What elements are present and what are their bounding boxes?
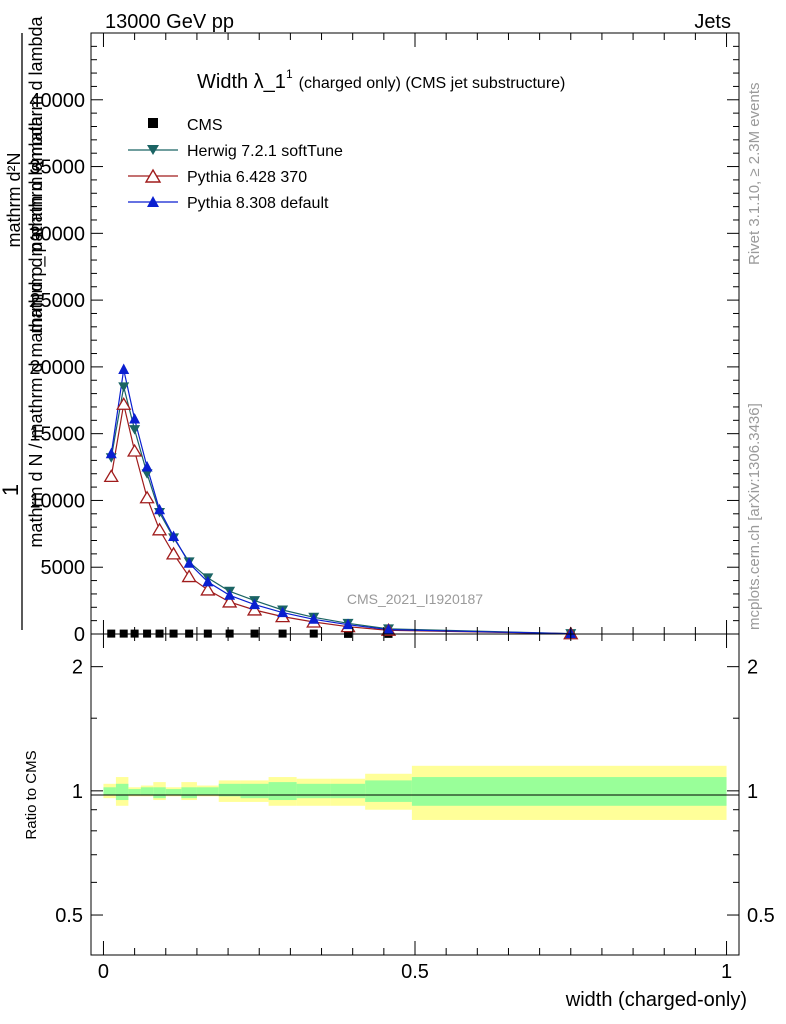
- point-pythia8: [383, 623, 395, 635]
- ratio-y-tick-label-right: 0.5: [747, 905, 775, 927]
- point-pythia8: [308, 613, 320, 624]
- point-pythia8: [141, 461, 153, 472]
- legend: CMS Herwig 7.2.1 softTune Pythia 6.428 3…: [128, 117, 343, 212]
- ratio-band-inner-bin: [365, 780, 412, 802]
- point-pythia6: [200, 582, 216, 596]
- ratio-band-inner-bin: [330, 783, 366, 799]
- ratio-band-inner-bin: [165, 789, 182, 795]
- y-tick-label: 25000: [29, 290, 85, 312]
- point-pythia8: [168, 530, 180, 542]
- header-right: Jets: [694, 11, 731, 33]
- point-herwig: [129, 425, 141, 435]
- point-pythia8: [342, 618, 354, 630]
- ratio-y-axis-label: Ratio to CMS: [23, 750, 40, 839]
- main-y-ticks: 0 5000 10000 15000 20000 25000 30000 35000 40000: [29, 45, 739, 646]
- ratio-band-inner-bin: [103, 787, 116, 795]
- legend-pythia6-label: Pythia 6.428 370: [187, 169, 307, 186]
- point-pythia6: [126, 443, 143, 457]
- chart-title: Width λ_11 (charged only) (CMS jet substr…: [197, 67, 565, 93]
- y-axis-label-num: 1: [0, 484, 23, 496]
- ratio-band-inner-bin: [268, 782, 297, 801]
- legend-pythia6-marker: [144, 168, 162, 183]
- y-tick-label: 40000: [29, 90, 85, 112]
- point-pythia6: [151, 522, 168, 536]
- ratio-y-tick-label: 0.5: [55, 905, 83, 927]
- ratio-y-tick-label: 2: [72, 657, 83, 679]
- ratio-y-tick-label: 1: [72, 781, 83, 803]
- series-markers: [103, 363, 579, 640]
- ratio-y-ticks: 0.5 0.5 1 1 2 2: [55, 657, 775, 927]
- x-axis-label: width (charged-only): [565, 989, 747, 1011]
- y-tick-label: 30000: [29, 223, 85, 245]
- series-line-pythia8: [110, 369, 571, 635]
- y-axis-label-mid-num: mathrm d²N: [4, 152, 24, 247]
- legend-herwig-marker: [147, 145, 159, 155]
- ratio-band-inner-bin: [240, 783, 269, 799]
- ratio-y-tick-label-right: 2: [747, 657, 758, 679]
- point-pythia8: [105, 447, 117, 459]
- side-text-top: Rivet 3.1.10, ≥ 2.3M events: [746, 83, 763, 266]
- ratio-band-inner-bin: [128, 789, 141, 795]
- y-tick-label: 10000: [29, 490, 85, 512]
- y-tick-label: 35000: [29, 157, 85, 179]
- y-tick-label: 20000: [29, 357, 85, 379]
- legend-cms-label: CMS: [187, 117, 223, 134]
- point-pythia8: [277, 606, 289, 618]
- ratio-band-inner-bin: [115, 783, 129, 801]
- point-pythia6: [116, 397, 132, 410]
- point-pythia8: [154, 503, 166, 515]
- y-tick-label: 15000: [29, 424, 85, 446]
- point-pythia6: [165, 546, 182, 560]
- ratio-band-inner-bin: [140, 787, 154, 795]
- legend-herwig-label: Herwig 7.2.1 softTune: [187, 143, 343, 160]
- series-lines: [110, 369, 571, 635]
- chart-title-sup: 1: [286, 67, 293, 81]
- point-herwig: [141, 469, 153, 479]
- header-left: 13000 GeV pp: [105, 11, 234, 33]
- chart-title-main: Width λ_1: [197, 71, 286, 93]
- ratio-band-inner-bin: [296, 783, 331, 799]
- series-line-herwig: [110, 386, 571, 635]
- series-line-pythia6: [110, 404, 571, 635]
- ratio-band-inner-bin: [411, 777, 727, 806]
- ratio-band-inner-bin: [196, 787, 219, 795]
- legend-cms-marker: [148, 118, 158, 128]
- point-pythia8: [129, 412, 141, 424]
- y-axis-label-mid-den: mathrm d p mathrm d mathrm d lambda: [26, 15, 46, 333]
- y-tick-label: 0: [74, 624, 85, 646]
- ratio-band-inner-bin: [181, 787, 197, 799]
- point-pythia6: [139, 490, 155, 504]
- watermark: CMS_2021_I1920187: [347, 591, 483, 607]
- y-axis-label-den: mathrm d N / mathrm d mathrm d p_mathrm …: [26, 115, 47, 547]
- point-pythia6: [221, 594, 238, 608]
- point-pythia6: [181, 569, 197, 583]
- legend-pythia8-marker: [147, 196, 159, 207]
- x-tick-label: 0.5: [401, 961, 429, 983]
- ratio-band-inner-bin: [153, 787, 166, 799]
- x-tick-label: 0: [98, 961, 109, 983]
- point-pythia8: [224, 589, 236, 600]
- side-text-bottom: mcplots.cern.ch [arXiv:1306.3436]: [746, 403, 763, 630]
- ratio-band-inner-bin: [218, 783, 241, 797]
- point-pythia8: [118, 363, 130, 375]
- point-pythia6: [246, 602, 263, 616]
- point-pythia8: [202, 575, 214, 587]
- x-ticks: 0 0.5 1: [98, 33, 732, 983]
- chart-title-rest: (charged only) (CMS jet substructure): [299, 75, 566, 92]
- point-pythia8: [249, 598, 261, 610]
- ratio-band-inner: [103, 777, 727, 806]
- y-tick-label: 5000: [41, 557, 86, 579]
- point-pythia8: [183, 557, 195, 568]
- ratio-y-tick-label-right: 1: [747, 781, 758, 803]
- point-herwig: [118, 382, 130, 392]
- point-pythia6: [103, 469, 119, 483]
- legend-pythia8-label: Pythia 8.308 default: [187, 195, 329, 212]
- x-tick-label: 1: [721, 961, 732, 983]
